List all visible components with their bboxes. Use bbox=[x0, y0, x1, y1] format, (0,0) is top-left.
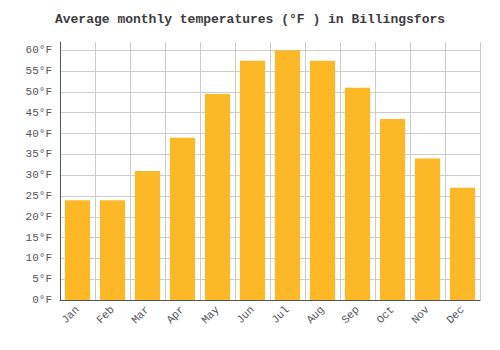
svg-text:Aug: Aug bbox=[304, 304, 326, 326]
svg-text:25°F: 25°F bbox=[26, 190, 52, 202]
svg-text:15°F: 15°F bbox=[26, 232, 52, 244]
svg-text:5°F: 5°F bbox=[32, 273, 52, 285]
svg-text:Jan: Jan bbox=[59, 304, 81, 326]
svg-text:40°F: 40°F bbox=[26, 128, 52, 140]
svg-text:55°F: 55°F bbox=[26, 65, 52, 77]
svg-text:50°F: 50°F bbox=[26, 86, 52, 98]
svg-text:60°F: 60°F bbox=[26, 44, 52, 56]
svg-text:Mar: Mar bbox=[129, 304, 151, 326]
svg-text:0°F: 0°F bbox=[32, 294, 52, 306]
svg-text:20°F: 20°F bbox=[26, 211, 52, 223]
svg-text:45°F: 45°F bbox=[26, 107, 52, 119]
svg-text:May: May bbox=[199, 303, 222, 326]
svg-text:Apr: Apr bbox=[164, 304, 186, 326]
svg-text:Jul: Jul bbox=[269, 304, 291, 326]
svg-text:Average monthly temperatures (: Average monthly temperatures (°F ) in Bi… bbox=[55, 12, 445, 27]
svg-text:30°F: 30°F bbox=[26, 169, 52, 181]
svg-text:Dec: Dec bbox=[444, 304, 466, 326]
svg-text:10°F: 10°F bbox=[26, 252, 52, 264]
svg-text:Oct: Oct bbox=[374, 304, 396, 326]
svg-text:Nov: Nov bbox=[409, 303, 432, 326]
svg-text:Feb: Feb bbox=[94, 304, 116, 326]
svg-text:Sep: Sep bbox=[339, 304, 361, 326]
svg-text:35°F: 35°F bbox=[26, 148, 52, 160]
svg-text:Jun: Jun bbox=[234, 304, 256, 326]
